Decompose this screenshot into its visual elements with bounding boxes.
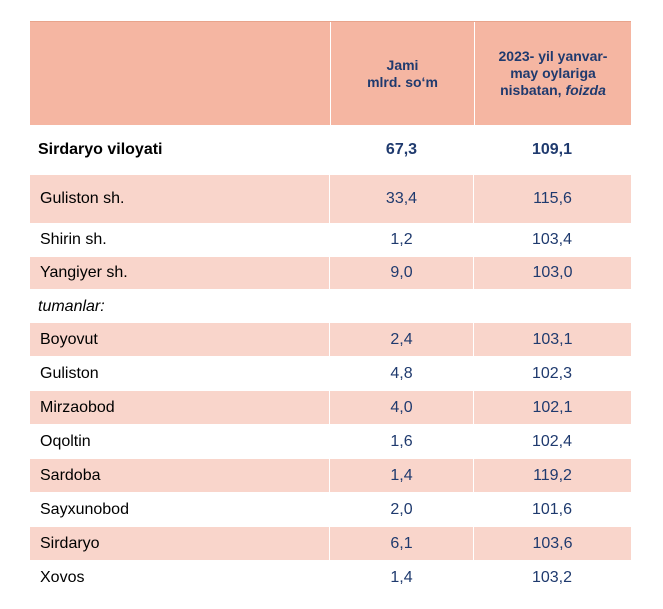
header-empty-cell <box>30 22 331 125</box>
table-row: Sardoba 1,4 119,2 <box>30 459 631 492</box>
row-percent: 119,2 <box>533 466 572 484</box>
row-name: Sardoba <box>30 459 330 492</box>
data-table: Jami mlrd. so‘m 2023- yil yanvar- may oy… <box>30 21 631 595</box>
row-percent: 103,6 <box>532 534 573 552</box>
header-percent-text: 2023- yil yanvar- may oylariga nisbatan, <box>498 48 608 98</box>
table-row: Sirdaryo 6,1 103,6 <box>30 527 631 560</box>
row-total: 2,4 <box>330 323 474 356</box>
row-total: 1,2 <box>390 231 413 248</box>
row-percent: 103,1 <box>532 330 573 348</box>
table-row: Mirzaobod 4,0 102,1 <box>30 391 631 424</box>
header-total-cell: Jami mlrd. so‘m <box>331 22 475 125</box>
row-name: Sayxunobod <box>30 500 330 519</box>
row-name: Guliston <box>30 364 330 383</box>
districts-label: tumanlar: <box>38 297 105 315</box>
header-percent-cell: 2023- yil yanvar- may oylariga nisbatan,… <box>475 22 631 125</box>
header-total-label: Jami mlrd. so‘m <box>367 56 438 90</box>
row-percent: 103,2 <box>531 568 573 586</box>
table-row: Guliston 4,8 102,3 <box>30 357 631 390</box>
row-name: Mirzaobod <box>30 391 330 424</box>
region-name: Sirdaryo viloyati <box>38 141 163 158</box>
row-percent: 101,6 <box>531 500 573 518</box>
table-row: Shirin sh. 1,2 103,4 <box>30 224 631 256</box>
row-percent: 103,4 <box>531 231 573 248</box>
row-name: Xovos <box>30 568 330 587</box>
row-percent: 102,1 <box>532 398 573 416</box>
row-total: 2,0 <box>390 500 413 518</box>
table-header: Jami mlrd. so‘m 2023- yil yanvar- may oy… <box>30 22 631 125</box>
row-total: 4,8 <box>390 364 413 382</box>
row-total: 1,6 <box>390 432 413 450</box>
row-total: 6,1 <box>330 527 474 560</box>
table-row: Guliston sh. 33,4 115,6 <box>30 175 631 223</box>
row-total: 1,4 <box>330 459 474 492</box>
table-row: Boyovut 2,4 103,1 <box>30 323 631 356</box>
row-total: 4,0 <box>330 391 474 424</box>
row-percent: 102,4 <box>531 432 573 450</box>
row-name: Boyovut <box>30 323 330 356</box>
row-total: 1,4 <box>390 568 413 586</box>
table-row: Yangiyer sh. 9,0 103,0 <box>30 257 631 289</box>
row-percent: 115,6 <box>533 190 572 207</box>
region-percent: 109,1 <box>531 141 573 158</box>
region-row: Sirdaryo viloyati 67,3 109,1 <box>30 125 631 175</box>
row-name: Sirdaryo <box>30 527 330 560</box>
row-percent: 103,0 <box>532 264 573 281</box>
row-total: 9,0 <box>330 257 474 289</box>
header-percent-label: 2023- yil yanvar- may oylariga nisbatan,… <box>499 48 608 99</box>
row-name: Guliston sh. <box>30 175 330 223</box>
row-name: Shirin sh. <box>30 231 330 249</box>
table-top-rule <box>30 21 631 22</box>
header-percent-italic: foizda <box>565 82 606 98</box>
table-row: Sayxunobod 2,0 101,6 <box>30 493 631 526</box>
row-percent: 102,3 <box>531 364 573 382</box>
row-name: Yangiyer sh. <box>30 257 330 289</box>
row-name: Oqoltin <box>30 432 330 451</box>
region-total: 67,3 <box>385 141 418 158</box>
row-total: 33,4 <box>330 175 474 223</box>
table-row: Oqoltin 1,6 102,4 <box>30 425 631 458</box>
table-row: Xovos 1,4 103,2 <box>30 561 631 594</box>
